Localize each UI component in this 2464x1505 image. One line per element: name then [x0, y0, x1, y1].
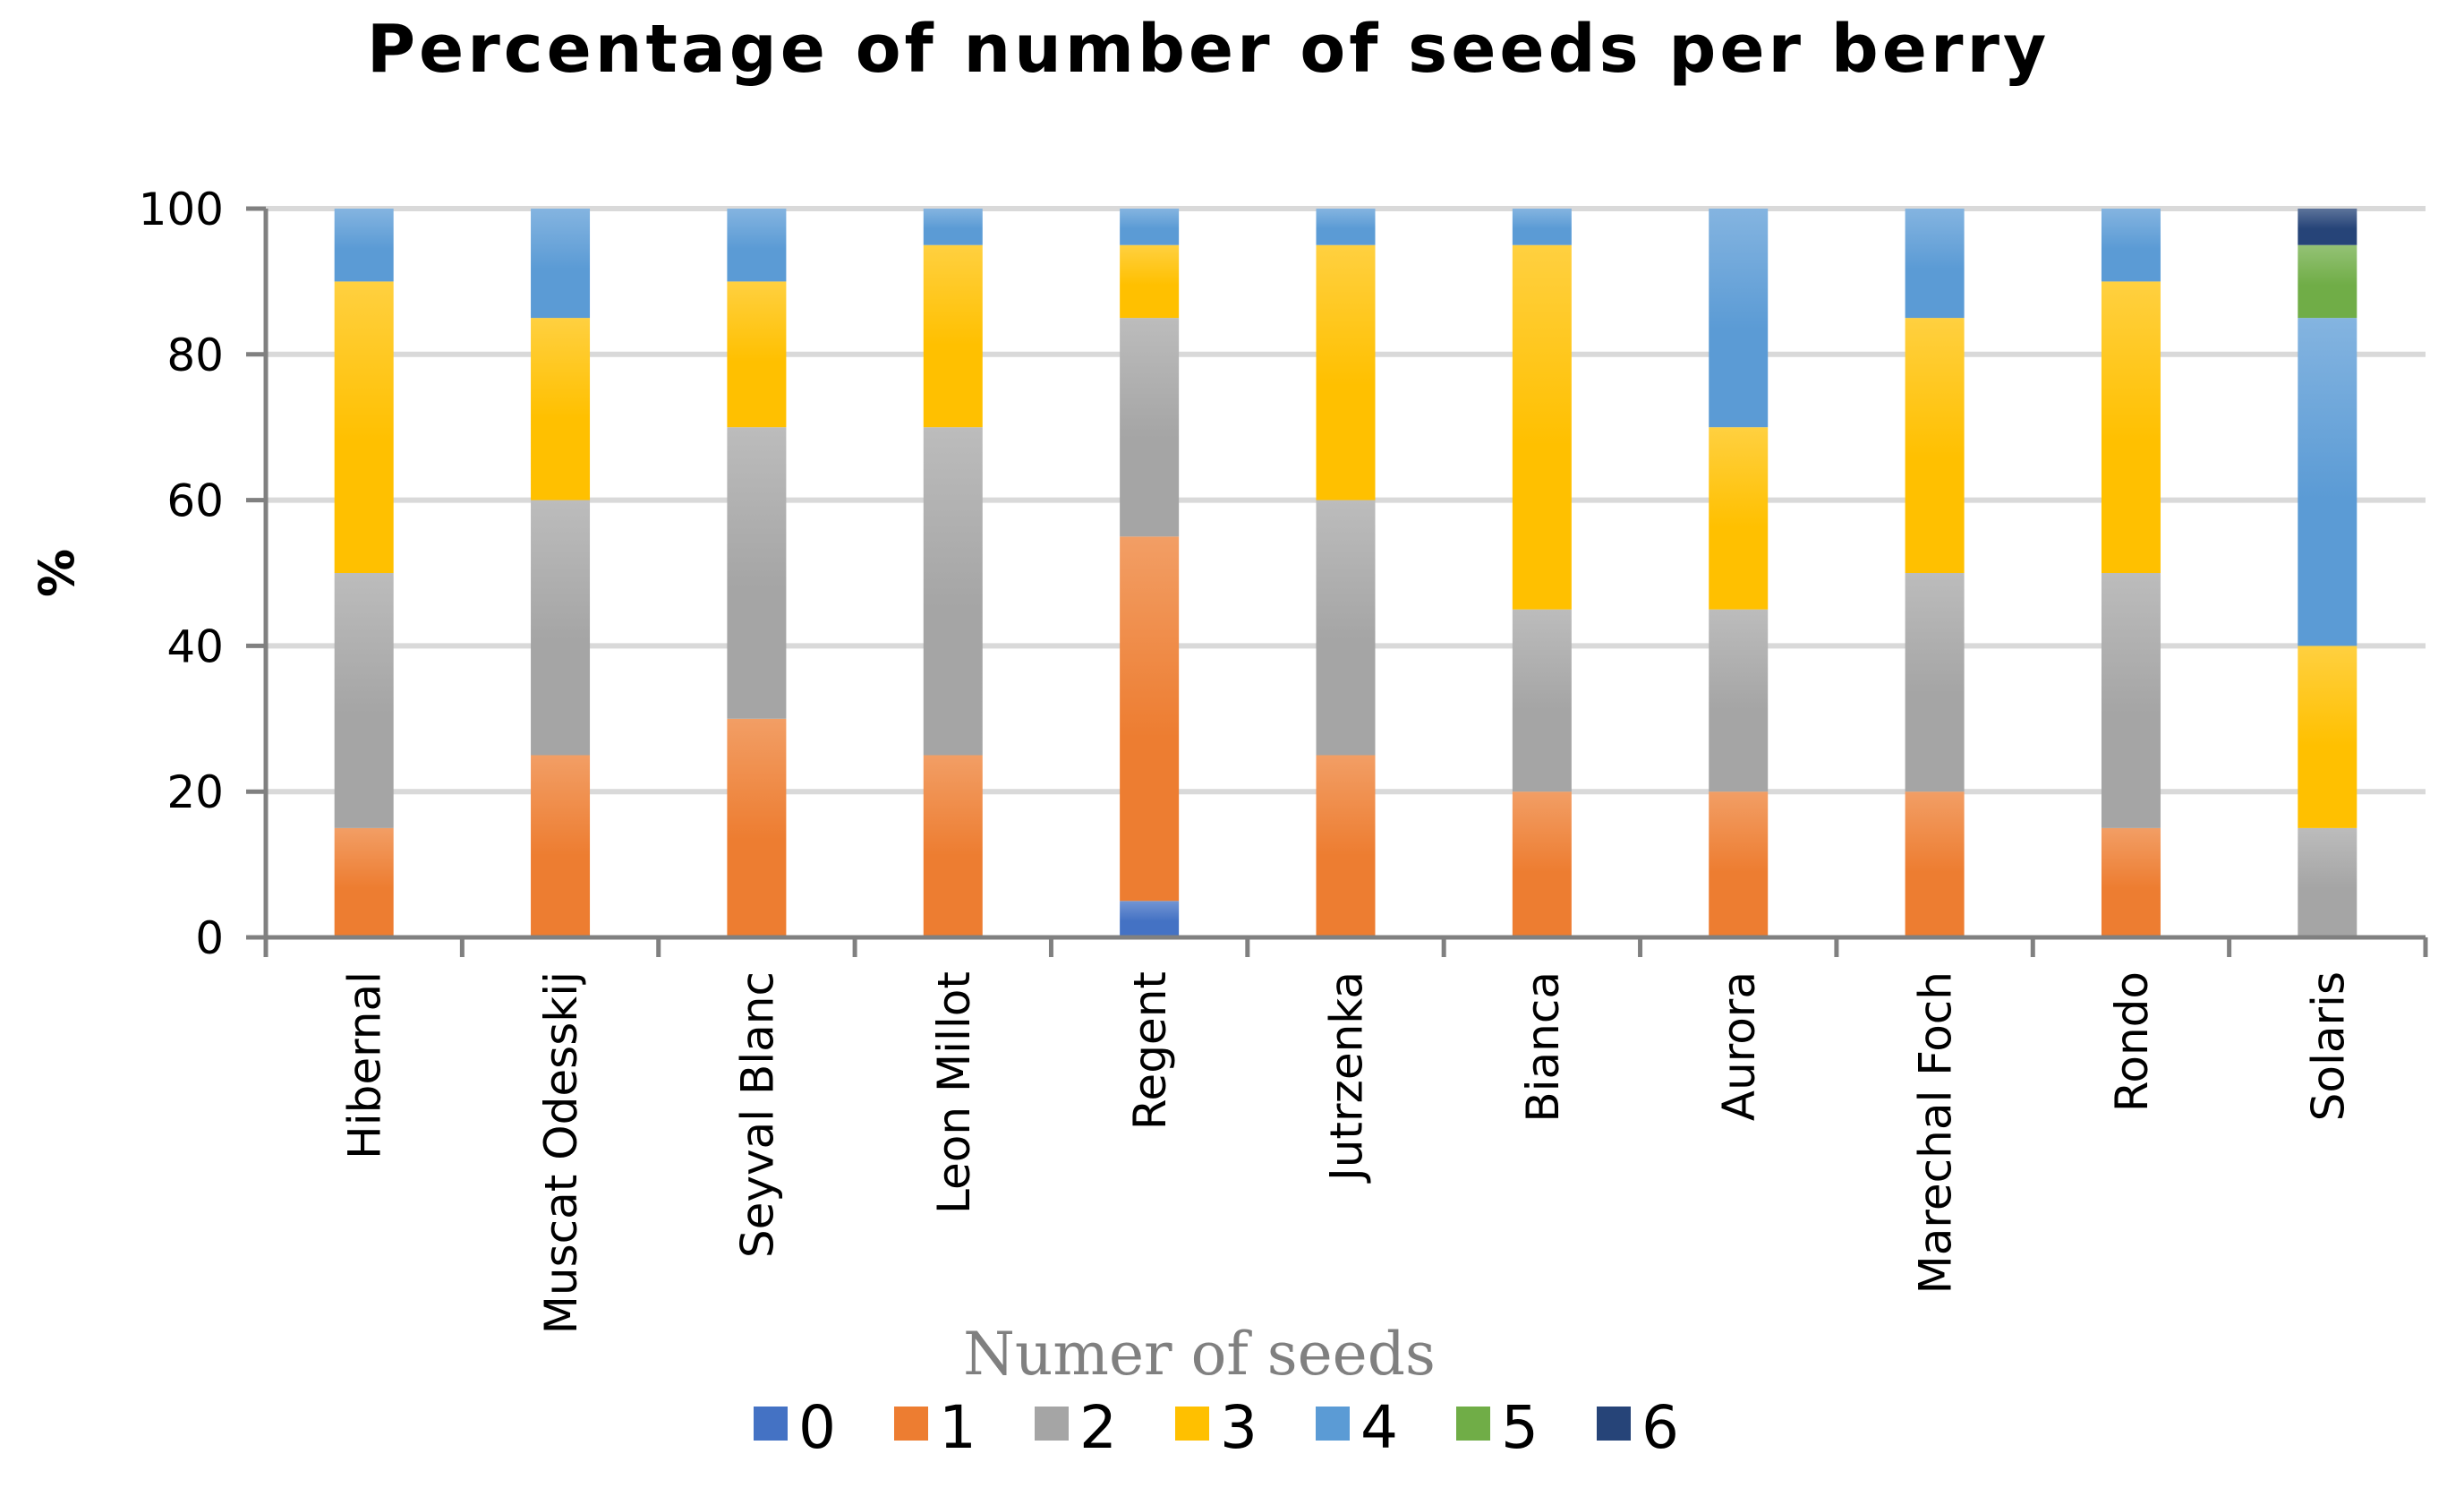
bar-segment-2-rondo: [2101, 573, 2161, 828]
legend-swatch-5: [1456, 1407, 1490, 1441]
bar-segment-3-marechal-foch: [1905, 318, 1965, 573]
legend-swatch-4: [1316, 1407, 1350, 1441]
chart-title: Percentage of number of seeds per berry: [367, 11, 2050, 88]
y-tick-label: 40: [166, 620, 224, 672]
bar-segment-2-aurora: [1709, 609, 1769, 792]
bar-segment-4-aurora: [1709, 209, 1769, 428]
legend-swatch-3: [1175, 1407, 1209, 1441]
bar-segment-4-rondo: [2101, 209, 2161, 282]
bar-segment-2-marechal-foch: [1905, 573, 1965, 792]
bar-segment-1-muscat-odesskij: [531, 755, 591, 937]
x-tick-label: Marechal Foch: [1910, 971, 1962, 1294]
y-tick-labels: 0 20 40 60 80 100: [139, 184, 266, 964]
bar-segment-2-hibernal: [334, 573, 394, 828]
bar-segment-2-bianca: [1512, 609, 1572, 792]
legend: 0 1 2 3 4 5 6: [754, 1393, 1679, 1462]
bar-segment-2-solaris: [2298, 827, 2357, 937]
y-tick-label: 80: [166, 329, 224, 381]
x-tick-label: Hibernal: [339, 971, 391, 1159]
legend-swatch-1: [894, 1407, 928, 1441]
y-tick-label: 100: [139, 184, 224, 235]
y-tick-label: 20: [166, 766, 224, 818]
bar-segment-4-bianca: [1512, 209, 1572, 245]
x-tick-label: Bianca: [1517, 971, 1569, 1123]
legend-label-4: 4: [1360, 1393, 1398, 1462]
x-tick-label: Solaris: [2302, 971, 2354, 1121]
bar-segment-3-regent: [1120, 244, 1180, 319]
axes: [263, 209, 2428, 957]
bar-segment-3-seyval-blanc: [727, 281, 787, 428]
legend-label-2: 2: [1079, 1393, 1117, 1462]
legend-label-5: 5: [1501, 1393, 1539, 1462]
bar-segment-3-jutrzenka: [1316, 244, 1376, 500]
x-tick-label: Jutrzenka: [1321, 971, 1373, 1184]
bar-segment-1-hibernal: [334, 827, 394, 937]
bar-segment-2-seyval-blanc: [727, 427, 787, 719]
bar-segment-1-aurora: [1709, 791, 1769, 937]
x-tick-label: Regent: [1124, 971, 1176, 1130]
bar-segment-1-marechal-foch: [1905, 791, 1965, 937]
bar-segment-3-leon-millot: [923, 244, 983, 428]
bar-segment-1-jutrzenka: [1316, 755, 1376, 937]
x-tick-labels: Hibernal Muscat Odesskij Seyval Blanc Leon …: [339, 971, 2355, 1334]
bars: [334, 209, 2357, 937]
x-axis-label: Numer of seeds: [963, 1320, 1436, 1389]
bar-segment-4-jutrzenka: [1316, 209, 1376, 245]
y-tick-label: 60: [166, 475, 224, 527]
y-tick-label: 0: [195, 912, 224, 964]
legend-swatch-6: [1597, 1407, 1631, 1441]
bar-segment-3-bianca: [1512, 244, 1572, 610]
bar-segment-3-hibernal: [334, 281, 394, 573]
legend-swatch-0: [754, 1407, 788, 1441]
bar-segment-2-muscat-odesskij: [531, 500, 591, 756]
legend-swatch-2: [1035, 1407, 1069, 1441]
bar-segment-4-hibernal: [334, 209, 394, 282]
bar-segment-3-aurora: [1709, 427, 1769, 610]
x-tick-label: Seyval Blanc: [731, 971, 783, 1258]
bar-segment-1-rondo: [2101, 827, 2161, 937]
bar-segment-3-solaris: [2298, 646, 2357, 828]
bar-segment-4-solaris: [2298, 318, 2357, 646]
bar-segment-1-leon-millot: [923, 755, 983, 937]
bar-segment-2-regent: [1120, 318, 1180, 537]
bar-segment-4-seyval-blanc: [727, 209, 787, 282]
bar-segment-1-seyval-blanc: [727, 718, 787, 937]
bar-segment-4-regent: [1120, 209, 1180, 245]
y-axis-label: %: [29, 549, 85, 597]
bar-segment-3-rondo: [2101, 281, 2161, 573]
bar-segment-1-regent: [1120, 536, 1180, 902]
x-tick-label: Muscat Odesskij: [535, 971, 587, 1334]
bar-segment-4-muscat-odesskij: [531, 209, 591, 319]
x-tick-label: Rondo: [2106, 971, 2158, 1112]
bar-segment-2-jutrzenka: [1316, 500, 1376, 756]
bar-segment-0-regent: [1120, 901, 1180, 937]
legend-label-6: 6: [1641, 1393, 1679, 1462]
legend-label-0: 0: [798, 1393, 836, 1462]
legend-label-3: 3: [1220, 1393, 1258, 1462]
bar-segment-1-bianca: [1512, 791, 1572, 937]
x-tick-label: Aurora: [1713, 971, 1765, 1121]
bar-segment-4-marechal-foch: [1905, 209, 1965, 319]
bar-segment-4-leon-millot: [923, 209, 983, 245]
x-tick-label: Leon Millot: [928, 971, 980, 1214]
legend-label-1: 1: [939, 1393, 976, 1462]
bar-segment-5-solaris: [2298, 244, 2357, 319]
bar-segment-3-muscat-odesskij: [531, 318, 591, 500]
bar-segment-2-leon-millot: [923, 427, 983, 756]
bar-segment-6-solaris: [2298, 209, 2357, 245]
